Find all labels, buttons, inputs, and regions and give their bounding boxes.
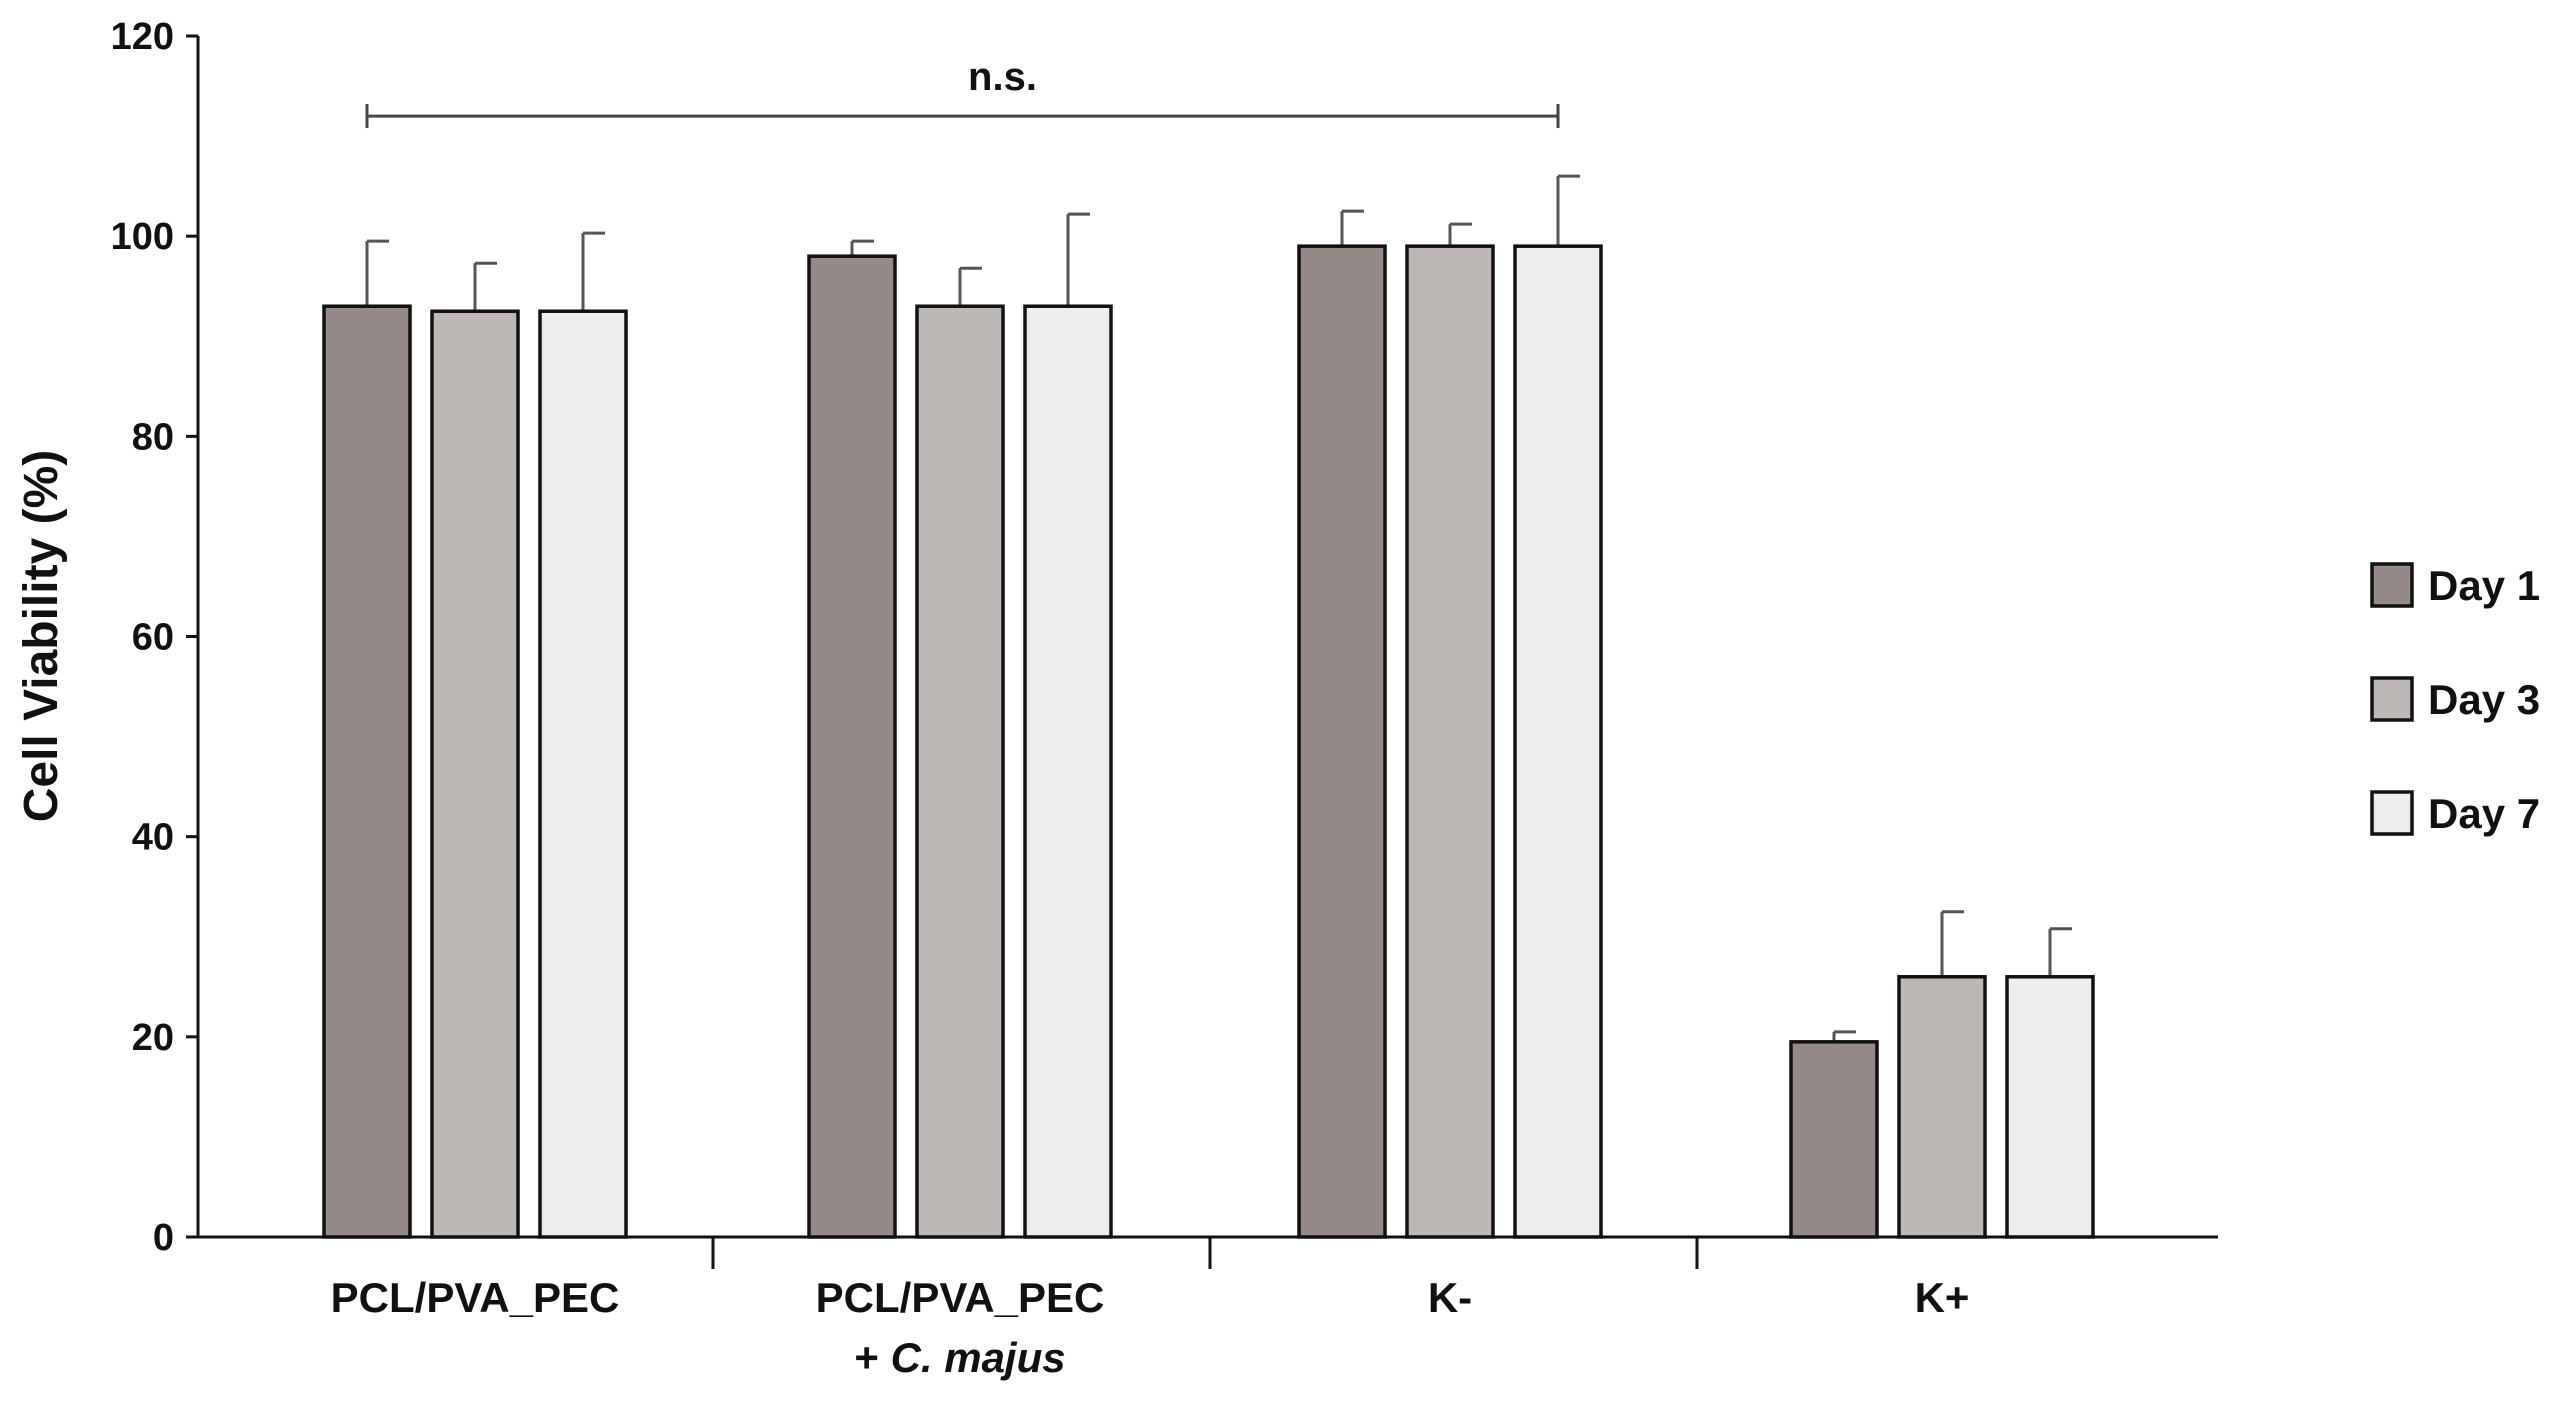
bar bbox=[915, 304, 1005, 1239]
y-tick-label: 20 bbox=[132, 1017, 174, 1059]
x-category-label: K+ bbox=[1915, 1274, 1970, 1321]
legend: Day 1 Day 3 Day 7 bbox=[2370, 562, 2540, 837]
bar bbox=[1789, 1040, 1879, 1239]
bar bbox=[1405, 244, 1495, 1239]
bar bbox=[1513, 244, 1603, 1239]
legend-swatch bbox=[2370, 790, 2414, 836]
x-category-label: PCL/PVA_PEC bbox=[331, 1274, 620, 1321]
bar bbox=[1297, 244, 1387, 1239]
bar bbox=[807, 254, 897, 1239]
y-tick-label: 120 bbox=[111, 16, 174, 58]
y-axis-title: Cell Viability (%) bbox=[15, 450, 68, 823]
legend-swatch bbox=[2370, 562, 2414, 608]
bar bbox=[322, 304, 412, 1239]
significance-bracket: n.s. bbox=[365, 55, 1560, 129]
x-category-label: K- bbox=[1428, 1274, 1472, 1321]
bar bbox=[538, 309, 628, 1239]
legend-label: Day 1 bbox=[2428, 562, 2540, 609]
legend-label: Day 7 bbox=[2428, 790, 2540, 837]
legend-label: Day 3 bbox=[2428, 676, 2540, 723]
bar bbox=[1897, 975, 1987, 1239]
y-tick-label: 60 bbox=[132, 617, 174, 659]
y-tick-label: 40 bbox=[132, 817, 174, 859]
y-tick-label: 100 bbox=[111, 216, 174, 258]
y-tick-label: 80 bbox=[132, 416, 174, 458]
category-labels: PCL/PVA_PEC PCL/PVA_PEC + C. majus K- K+ bbox=[331, 1274, 1970, 1381]
axes: 0 20 40 60 80 100 120 bbox=[111, 16, 2218, 1269]
x-category-label: PCL/PVA_PEC bbox=[816, 1274, 1105, 1321]
legend-swatch bbox=[2370, 676, 2414, 722]
bar bbox=[2005, 975, 2095, 1239]
bars-layer bbox=[322, 174, 2095, 1239]
x-category-label-line2: + C. majus bbox=[854, 1334, 1065, 1381]
bar bbox=[430, 309, 520, 1239]
y-tick-label: 0 bbox=[153, 1217, 174, 1259]
significance-label: n.s. bbox=[968, 55, 1037, 99]
bar bbox=[1023, 304, 1113, 1239]
